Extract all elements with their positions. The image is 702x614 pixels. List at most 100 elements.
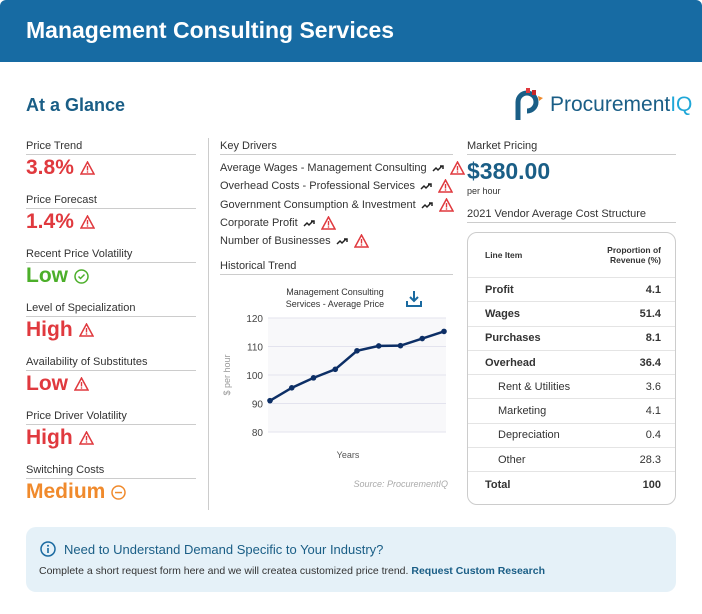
metric-value: 3.8% <box>26 156 74 179</box>
row-item: Depreciation <box>498 429 560 442</box>
metric-item: Switching Costs Medium <box>26 464 196 518</box>
data-point <box>354 347 360 354</box>
row-item: Overhead <box>485 356 536 369</box>
warning-icon <box>320 216 336 230</box>
metric-item: Level of Specialization High <box>26 302 196 356</box>
metric-value: Medium <box>26 480 106 503</box>
minus-circle-icon <box>111 484 127 500</box>
metric-value: High <box>26 318 73 341</box>
row-item: Rent & Utilities <box>498 380 571 393</box>
driver-label: Government Consumption & Investment <box>220 198 416 211</box>
table-row: Other 28.3 <box>468 448 675 473</box>
market-price: $380.00 <box>467 158 551 184</box>
data-point <box>397 342 404 349</box>
request-custom-research-link[interactable]: Request Custom Research <box>411 565 545 577</box>
row-value: 8.1 <box>645 332 661 345</box>
driver-item: Government Consumption & Investment <box>220 196 454 214</box>
cost-structure-title: 2021 Vendor Average Cost Structure <box>467 208 676 223</box>
driver-label: Corporate Profit <box>220 217 298 230</box>
warning-icon <box>79 161 95 175</box>
page-title: Management Consulting Services <box>26 17 395 43</box>
key-drivers-title: Key Drivers <box>220 140 453 155</box>
driver-label: Overhead Costs - Professional Services <box>220 180 416 193</box>
table-row: Profit 4.1 <box>468 278 675 303</box>
row-value: 36.4 <box>639 356 661 369</box>
row-value: 51.4 <box>639 307 661 320</box>
info-icon <box>40 541 56 557</box>
row-value: 4.1 <box>645 283 661 296</box>
header-proportion: Proportion of Revenue (%) <box>607 245 661 265</box>
logo-suffix: IQ <box>670 93 693 116</box>
divider <box>208 138 209 510</box>
y-tick-label: 110 <box>247 343 263 354</box>
table-row: Purchases 8.1 <box>468 327 675 351</box>
driver-item: Average Wages - Management Consulting <box>220 159 465 177</box>
table-row: Marketing 4.1 <box>468 399 675 424</box>
metric-label: Price Driver Volatility <box>26 410 196 425</box>
trend-up-icon <box>303 220 315 227</box>
metric-item: Price Trend 3.8% <box>26 140 196 194</box>
metrics-column: Price Trend 3.8% Price Forecast 1.4% Recent … <box>26 140 196 518</box>
chart-source: Source: ProcurementIQ <box>353 479 448 489</box>
driver-label: Number of Businesses <box>220 235 331 248</box>
data-point <box>267 397 273 404</box>
row-value: 3.6 <box>645 380 661 393</box>
logo-text: Procurement <box>550 93 671 116</box>
y-tick-label: 80 <box>252 428 264 439</box>
chart-title-line2: Services - Average Price <box>285 299 385 309</box>
data-point <box>441 328 447 335</box>
section-title: At a Glance <box>26 95 126 115</box>
table-row: Wages 51.4 <box>468 302 675 327</box>
price-unit: per hour <box>467 186 501 196</box>
metric-item: Recent Price Volatility Low <box>26 248 196 302</box>
warning-icon <box>353 234 369 249</box>
metric-item: Price Driver Volatility High <box>26 410 196 464</box>
data-point <box>310 375 317 381</box>
cost-structure-table: Line Item Proportion of Revenue (%) Prof… <box>467 232 676 505</box>
row-item: Other <box>498 453 526 466</box>
metric-value: Low <box>26 372 68 395</box>
trend-up-icon <box>421 201 433 209</box>
metric-item: Price Forecast 1.4% <box>26 194 196 248</box>
data-point <box>288 385 295 391</box>
header: Management Consulting Services <box>0 0 702 62</box>
trend-up-icon <box>336 238 348 245</box>
warning-icon <box>449 161 465 175</box>
warning-icon <box>78 323 94 337</box>
header-line-item: Line Item <box>485 250 523 260</box>
metric-value: Low <box>26 264 68 287</box>
warning-icon <box>438 179 454 194</box>
warning-icon <box>74 377 89 391</box>
metric-label: Price Trend <box>26 140 196 155</box>
row-item: Profit <box>485 283 514 296</box>
download-icon[interactable] <box>405 290 423 308</box>
y-tick-label: 120 <box>246 314 263 325</box>
row-value: 28.3 <box>639 453 661 466</box>
data-point <box>332 366 339 373</box>
driver-item: Number of Businesses <box>220 232 453 250</box>
metric-item: Availability of Substitutes Low <box>26 356 196 410</box>
row-item: Total <box>485 478 511 491</box>
custom-research-banner: Need to Understand Demand Specific to Yo… <box>26 527 676 592</box>
procurementiq-logo-icon <box>515 88 543 120</box>
driver-item: Overhead Costs - Professional Services <box>220 177 454 195</box>
metric-label: Availability of Substitutes <box>26 356 196 371</box>
trend-up-icon <box>420 183 432 190</box>
row-value: 4.1 <box>645 405 661 418</box>
market-pricing: Market Pricing $380.00 per hour 2021 Ven… <box>467 140 676 223</box>
table-header: Line Item Proportion of Revenue (%) <box>468 233 675 278</box>
metric-label: Switching Costs <box>26 464 196 479</box>
metric-label: Level of Specialization <box>26 302 196 317</box>
banner-text: Complete a short request form here and w… <box>39 565 409 577</box>
series-line <box>269 330 445 402</box>
table-row: Depreciation 0.4 <box>468 424 675 449</box>
metric-label: Price Forecast <box>26 194 196 209</box>
row-item: Marketing <box>498 405 547 418</box>
table-row: Overhead 36.4 <box>468 351 675 376</box>
table-row: Rent & Utilities 3.6 <box>468 375 675 400</box>
logo: ProcurementIQ <box>514 88 692 122</box>
data-point <box>375 343 382 349</box>
warning-icon <box>78 431 94 445</box>
row-value: 0.4 <box>645 429 661 442</box>
